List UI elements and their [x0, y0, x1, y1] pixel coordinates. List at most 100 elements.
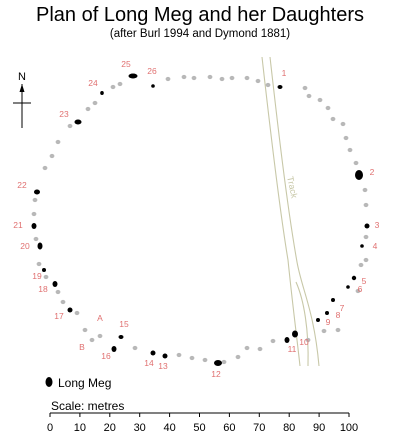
stone-unnumbered-42: [55, 289, 61, 295]
stone-label-12: 12: [211, 369, 221, 379]
stone-unnumbered-43: [43, 274, 49, 280]
scale-bar: Scale: metres 0 10 20 30 40 50 60 70 80 90 100: [47, 399, 358, 434]
stone-label-11: 11: [288, 344, 297, 354]
stone-unnumbered-6: [229, 75, 235, 81]
scale-label: Scale: metres: [51, 399, 124, 413]
stone-11: [284, 337, 290, 343]
stone-unnumbered-14: [330, 116, 336, 122]
stone-label-2: 2: [370, 167, 375, 177]
scale-tick-label-100: 100: [340, 422, 358, 434]
stone-unnumbered-30: [244, 345, 250, 351]
stone-unnumbered-46: [31, 211, 37, 217]
stone-unnumbered-3: [191, 75, 197, 81]
stone-unnumbered-12: [317, 97, 323, 103]
stone-26: [151, 84, 155, 88]
stone-3: [364, 223, 370, 229]
stone-unnumbered-35: [176, 352, 182, 358]
stone-label-1: 1: [282, 68, 287, 78]
stone-17: [67, 307, 73, 313]
stone-unnumbered-11: [306, 93, 312, 99]
stone-unnumbered-49: [49, 153, 55, 159]
stone-label-a: A: [97, 313, 103, 323]
north-label: N: [18, 71, 26, 83]
stone-unnumbered-34: [189, 355, 195, 361]
stone-label-13: 13: [158, 361, 168, 371]
stone-unnumbered-5: [219, 76, 225, 82]
track-edge-right: [269, 56, 320, 367]
track-edge-left: [261, 56, 301, 367]
stone-label-18: 18: [38, 284, 48, 294]
stone-unnumbered-55: [117, 81, 123, 87]
stone-unnumbered-9: [265, 82, 271, 88]
stone-unnumbered-8: [255, 78, 261, 84]
stone-label-21: 21: [13, 220, 23, 230]
stone-label-14: 14: [144, 358, 154, 368]
scale-tick-label-80: 80: [283, 422, 295, 434]
stone-unnumbered-32: [221, 359, 227, 365]
scale-tick-label-40: 40: [163, 422, 175, 434]
stone-16: [111, 346, 117, 352]
scale-ticks: 0 10 20 30 40 50 60 70 80 90 100: [47, 413, 358, 434]
scale-tick-label-30: 30: [134, 422, 146, 434]
stone-unnumbered-52: [85, 106, 91, 112]
stone-label-24: 24: [88, 78, 98, 88]
stone-6: [346, 285, 350, 289]
stone-label-15: 15: [119, 319, 129, 329]
stone-label-4: 4: [373, 241, 378, 251]
stone-label-5: 5: [362, 276, 367, 286]
stone-unnumbered-22: [363, 257, 369, 263]
stone-unnumbered-10: [302, 85, 308, 91]
stone-4: [360, 244, 364, 248]
stones: [31, 73, 370, 366]
scale-tick-label-0: 0: [47, 422, 53, 434]
scale-tick-label-90: 90: [313, 422, 325, 434]
stone-unnumbered-54: [110, 84, 116, 90]
stone-unnumbered-2: [181, 74, 187, 80]
stone-label-7: 7: [340, 303, 345, 313]
stone-22: [34, 189, 40, 195]
legend-long-meg-label: Long Meg: [58, 376, 111, 390]
stone-unnumbered-45: [33, 236, 39, 242]
stone-unnumbered-21: [363, 234, 369, 240]
stone-unnumbered-47: [32, 197, 38, 203]
stone-unnumbered-53: [92, 100, 98, 106]
stone-unnumbered-39: [82, 327, 88, 333]
stone-21: [31, 223, 37, 229]
stone-13: [162, 353, 168, 359]
stone-unnumbered-24: [355, 288, 361, 294]
stone-label-10: 10: [299, 337, 309, 347]
stone-unnumbered-4: [207, 74, 213, 80]
track-label: Track: [285, 175, 299, 199]
stone-label-25: 25: [121, 59, 131, 69]
stone-7: [331, 298, 335, 302]
legend-long-meg-symbol: [45, 377, 53, 387]
stone-unnumbered-44: [36, 261, 42, 267]
stone-unnumbered-51: [67, 123, 73, 129]
stone-unnumbered-26: [321, 328, 327, 334]
stone-5: [351, 275, 357, 281]
stone-unnumbered-23: [358, 262, 364, 268]
stone-unnumbered-33: [202, 357, 208, 363]
stone-unnumbered-27: [305, 337, 311, 343]
scale-tick-label-70: 70: [253, 422, 265, 434]
stone-unnumbered-18: [353, 160, 359, 166]
figure-title: Plan of Long Meg and her Daughters: [36, 4, 364, 26]
stone-label-20: 20: [20, 241, 30, 251]
stone-label-19: 19: [32, 271, 42, 281]
legend: Long Meg: [45, 376, 111, 390]
stone-18: [52, 281, 58, 287]
stone-unnumbered-19: [362, 187, 368, 193]
stone-14: [150, 350, 156, 356]
stone-unnumbered-1: [165, 76, 171, 82]
track-fork: [295, 281, 309, 367]
stone-24: [100, 91, 104, 95]
stone-unnumbered-28: [270, 338, 276, 344]
stone-unnumbered-40: [74, 310, 80, 316]
stone-unnumbered-41: [60, 299, 66, 305]
figure-subtitle: (after Burl 1994 and Dymond 1881): [109, 28, 291, 40]
stone-unnumbered-48: [42, 165, 48, 171]
stone-unnumbered-25: [335, 327, 341, 333]
scale-tick-label-50: 50: [193, 422, 205, 434]
stone-label-17: 17: [54, 311, 64, 321]
